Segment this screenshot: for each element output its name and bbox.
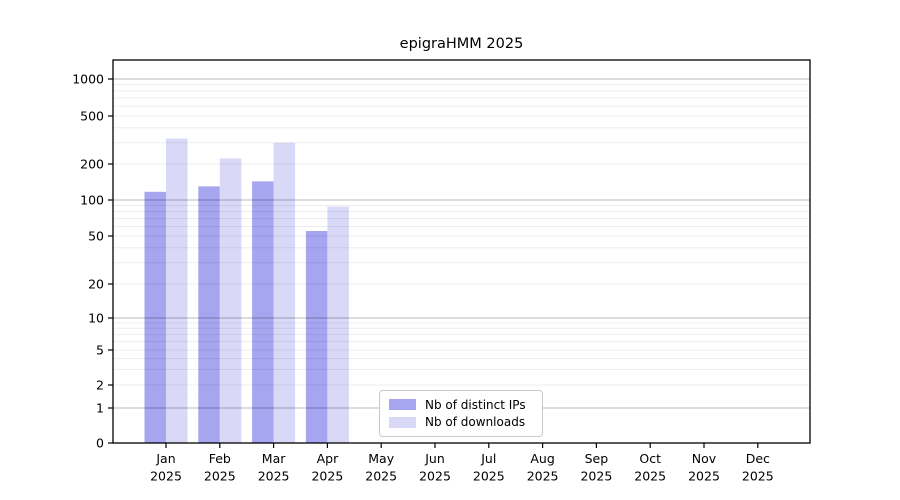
legend-item-downloads: Nb of downloads [389,415,533,429]
chart-title: epigraHMM 2025 [399,36,524,52]
y-tick-label: 1 [96,401,104,416]
y-tick-label: 50 [88,229,104,244]
y-tick-label: 20 [88,277,104,292]
x-tick-label: Mar 2025 [258,451,290,484]
bar-jan-series0 [144,191,166,443]
bar-apr-series0 [305,231,328,443]
x-tick-label: Jul 2025 [473,451,505,484]
legend-label-downloads: Nb of downloads [425,415,526,430]
y-tick-label: 0 [96,436,104,451]
y-tick-label: 2 [96,378,104,393]
y-tick-label: 100 [80,193,104,208]
x-tick-label: May 2025 [365,451,397,484]
legend-swatch-downloads [389,416,416,428]
bar-feb-series0 [198,186,220,443]
bar-mar-series0 [252,181,274,443]
legend-swatch-distinct-ips [389,399,416,411]
y-tick-label: 5 [96,343,104,358]
x-tick-label: Nov 2025 [688,451,720,484]
x-tick-label: Sep 2025 [580,451,612,484]
plot-border [112,59,811,444]
y-tick-label: 1000 [72,72,104,87]
legend-label-distinct-ips: Nb of distinct IPs [425,397,526,412]
x-tick-label: Oct 2025 [634,451,666,484]
x-tick-label: Dec 2025 [742,451,774,484]
bar-mar-series1 [273,142,296,444]
x-tick-label: Feb 2025 [204,451,236,484]
legend-item-distinct-ips: Nb of distinct IPs [389,398,533,412]
legend: Nb of distinct IPs Nb of downloads [379,390,543,437]
bar-apr-series1 [327,206,349,443]
x-tick-label: Jun 2025 [419,451,451,484]
y-tick-label: 10 [88,311,104,326]
x-tick-label: Apr 2025 [311,451,343,484]
x-tick-label: Aug 2025 [527,451,559,484]
y-tick-label: 500 [80,109,104,124]
bar-feb-series1 [219,158,242,443]
bar-jan-series1 [166,138,188,443]
y-tick-label: 200 [80,157,104,172]
x-tick-label: Jan 2025 [150,451,182,484]
